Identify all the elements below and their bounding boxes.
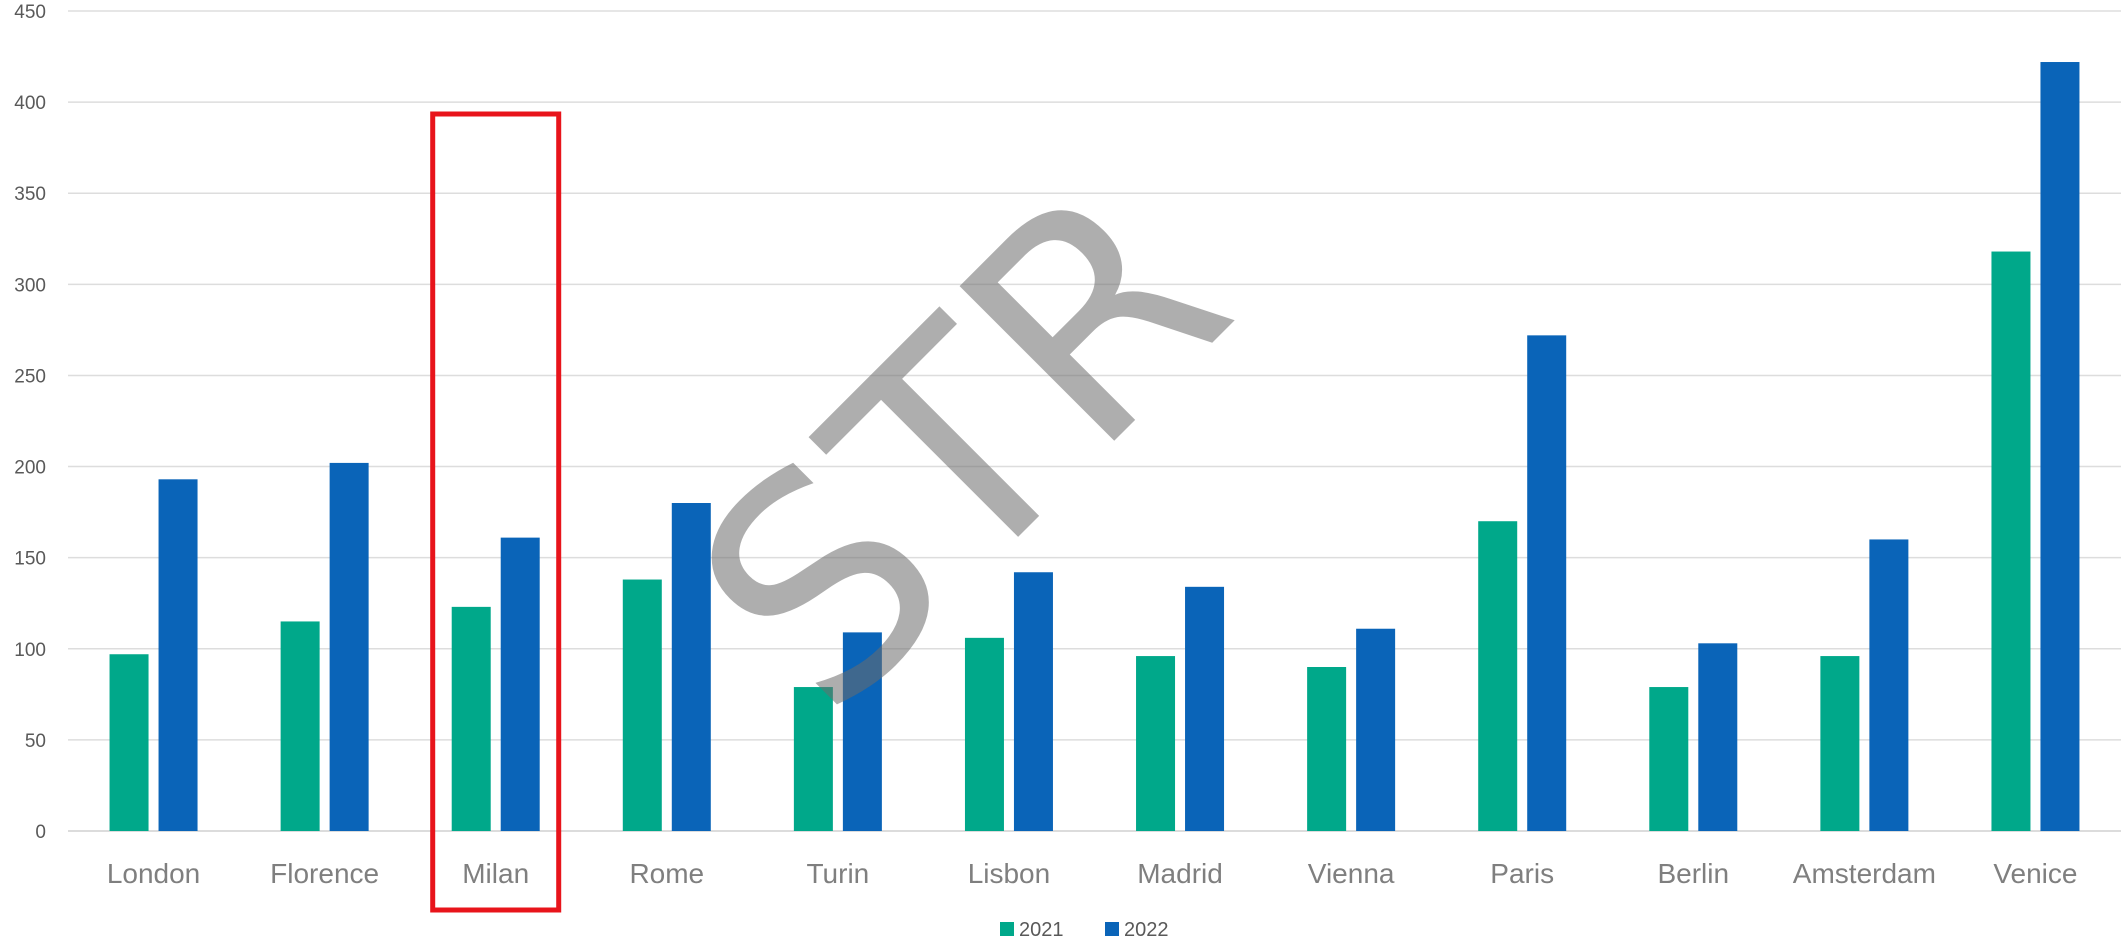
bar-2022-milan (500, 537, 540, 831)
legend-swatch-2021 (1000, 922, 1014, 936)
bar-2022-venice (2040, 62, 2080, 832)
legend-swatch-2022 (1105, 922, 1119, 936)
legend-label-2022: 2022 (1124, 919, 1169, 941)
bar-2021-london (109, 654, 149, 831)
y-tick-label: 250 (14, 366, 46, 387)
y-tick-label: 150 (14, 549, 46, 570)
x-tick-label: Vienna (1308, 858, 1395, 889)
bar-2021-florence (280, 621, 320, 831)
y-tick-label: 300 (14, 275, 46, 296)
bar-2021-turin (793, 687, 833, 831)
x-tick-label: Lisbon (968, 858, 1051, 889)
bar-2022-lisbon (1013, 572, 1053, 831)
bar-2021-paris (1478, 521, 1518, 831)
legend-label-2021: 2021 (1019, 919, 1064, 941)
y-tick-label: 200 (14, 458, 46, 479)
x-tick-label: Milan (462, 858, 529, 889)
x-tick-label: Florence (270, 858, 379, 889)
gridlines (68, 10, 2121, 832)
y-tick-label: 450 (14, 2, 46, 23)
bar-2022-paris (1527, 335, 1567, 831)
x-axis-labels: London Florence Milan Rome Turin Lisbon Madrid… (107, 858, 2078, 889)
x-tick-label: Venice (1993, 858, 2077, 889)
highlight-rectangle (430, 111, 562, 913)
legend: 2021 2022 (1000, 919, 1169, 941)
bar-2021-vienna (1307, 667, 1347, 831)
y-tick-label: 50 (25, 731, 46, 752)
x-tick-label: Paris (1490, 858, 1554, 889)
x-tick-label: Amsterdam (1793, 858, 1936, 889)
x-tick-label: London (107, 858, 200, 889)
bar-2021-milan (451, 606, 491, 831)
x-tick-label: Berlin (1657, 858, 1729, 889)
bar-2021-venice (1991, 251, 2031, 832)
x-tick-label: Rome (629, 858, 704, 889)
bar-2022-berlin (1698, 643, 1738, 831)
highlight-box (430, 111, 562, 913)
bar-2022-madrid (1185, 586, 1225, 831)
bar-2021-rome (622, 579, 662, 831)
bar-2022-vienna (1356, 628, 1396, 831)
y-axis-ticks: 0 50 100 150 200 250 300 350 400 450 (14, 2, 46, 843)
y-tick-label: 0 (35, 822, 46, 843)
y-tick-label: 350 (14, 184, 46, 205)
y-tick-label: 400 (14, 93, 46, 114)
bar-2022-amsterdam (1869, 539, 1909, 831)
bar-2022-rome (671, 503, 711, 831)
bar-2021-lisbon (964, 637, 1004, 831)
bar-2022-turin (842, 632, 882, 831)
bar-2022-london (158, 479, 198, 831)
bar-2021-berlin (1649, 687, 1689, 831)
y-tick-label: 100 (14, 640, 46, 661)
bar-2021-amsterdam (1820, 656, 1860, 831)
x-tick-label: Madrid (1137, 858, 1223, 889)
bars (109, 62, 2080, 832)
bar-2022-florence (329, 462, 369, 831)
x-tick-label: Turin (806, 858, 869, 889)
bar-2021-madrid (1136, 656, 1176, 831)
